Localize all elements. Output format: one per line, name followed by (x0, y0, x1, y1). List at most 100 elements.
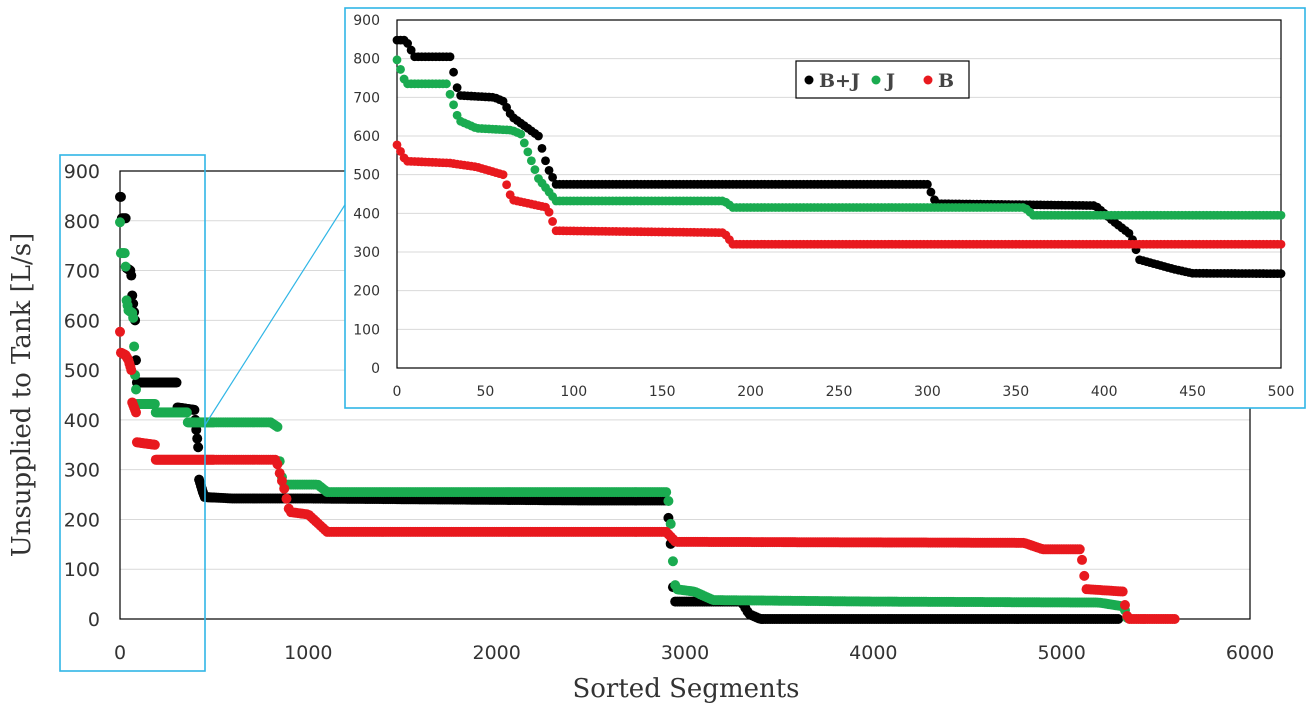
inset-point (392, 55, 402, 65)
inset-point (445, 52, 455, 62)
main-y-tick-label: 600 (64, 310, 100, 332)
inset-x-tick-label: 450 (1179, 384, 1206, 400)
main-x-tick-label: 1000 (284, 642, 332, 664)
main-point (276, 475, 287, 486)
zoom-connector-line (204, 199, 349, 426)
main-point (189, 404, 200, 415)
main-point (192, 433, 203, 444)
inset-point (396, 65, 405, 74)
inset-x-tick-label: 500 (1268, 384, 1295, 400)
main-y-tick-label: 900 (64, 161, 100, 183)
main-point (119, 248, 130, 259)
inset-point (926, 187, 936, 197)
main-point (115, 217, 125, 228)
inset-point (548, 217, 557, 226)
main-point (115, 326, 125, 337)
main-x-tick-label: 3000 (661, 642, 709, 664)
legend-box (795, 60, 970, 99)
main-y-ticks: 0 100 200 300 400 500 600 700 800 900 (64, 161, 100, 631)
main-point (193, 442, 204, 453)
main-series-j (115, 217, 1133, 623)
inset-point (452, 83, 462, 93)
zoom-highlight-rect (59, 154, 206, 672)
main-point (274, 468, 285, 479)
inset-point (403, 39, 413, 48)
inset-y-tick-label: 600 (353, 129, 380, 145)
main-point (272, 459, 283, 470)
inset-point (548, 172, 557, 182)
inset-point (445, 89, 455, 99)
main-point (661, 487, 672, 498)
inset-x-tick-label: 300 (914, 384, 941, 400)
legend-label: B+J (819, 70, 860, 92)
inset-x-tick-label: 100 (560, 384, 587, 400)
inset-point (502, 180, 512, 190)
inset-series-b (392, 140, 1286, 249)
inset-point (442, 79, 451, 89)
main-y-tick-label: 300 (64, 460, 100, 482)
main-point (171, 377, 182, 388)
legend-marker (804, 75, 814, 85)
main-y-tick-label: 200 (64, 509, 100, 531)
zoom-connector-lines (204, 199, 349, 426)
inset-x-tick-label: 150 (649, 384, 676, 400)
main-series-b-j (115, 191, 1124, 624)
main-y-tick-label: 700 (64, 261, 100, 283)
inset-point (1276, 269, 1286, 279)
inset-y-tick-label: 800 (353, 52, 380, 68)
main-point (128, 312, 139, 323)
inset-x-tick-label: 200 (737, 384, 764, 400)
main-x-tick-label: 4000 (849, 642, 897, 664)
legend-label: J (884, 70, 895, 92)
inset-point (523, 147, 533, 157)
main-point (115, 191, 126, 202)
main-point (272, 421, 283, 432)
inset-point (537, 143, 547, 153)
inset-x-tick-label: 50 (476, 384, 494, 400)
inset-y-tick-label: 400 (353, 206, 380, 222)
legend-marker (871, 75, 881, 85)
x-axis-title: Sorted Segments (572, 674, 799, 704)
main-point (131, 384, 142, 395)
main-y-tick-label: 500 (64, 360, 100, 382)
inset-point (406, 45, 416, 55)
inset-y-tick-label: 300 (353, 245, 380, 261)
inset-point (392, 140, 402, 150)
inset-point (1276, 210, 1286, 220)
main-point (149, 398, 160, 409)
main-point (665, 518, 676, 529)
main-point (1079, 570, 1090, 581)
zoom-highlight-box (59, 154, 206, 672)
inset-y-tick-label: 100 (353, 322, 380, 338)
inset-point (498, 170, 508, 180)
main-point (129, 341, 140, 352)
main-point (279, 483, 290, 494)
inset-point (449, 100, 458, 110)
inset-point (519, 138, 529, 148)
inset-x-tick-label: 0 (393, 384, 402, 400)
inset-point (544, 207, 554, 217)
inset-point (449, 67, 458, 77)
main-point (667, 556, 678, 567)
main-y-tick-label: 400 (64, 410, 100, 432)
main-point (1117, 586, 1128, 597)
main-y-tick-label: 0 (88, 609, 100, 631)
inset-point (1276, 239, 1286, 249)
legend-marker (923, 75, 933, 85)
inset-point (541, 156, 550, 166)
main-x-tick-label: 0 (114, 642, 126, 664)
main-point (126, 365, 137, 376)
inset-plot-border (396, 19, 1282, 369)
main-data-points (115, 191, 1180, 624)
inset-y-tick-label: 900 (353, 13, 380, 29)
main-point (1113, 614, 1124, 624)
inset-point (396, 146, 405, 156)
inset-point (516, 129, 526, 139)
inset-y-tick-label: 700 (353, 90, 380, 106)
inset-chart: 0 100 200 300 400 500 600 700 800 900 0 50 100 150 200… (344, 7, 1306, 409)
main-x-tick-label: 5000 (1037, 642, 1085, 664)
inset-point (544, 166, 554, 175)
main-point (120, 261, 131, 272)
legend-label: B (938, 70, 954, 92)
